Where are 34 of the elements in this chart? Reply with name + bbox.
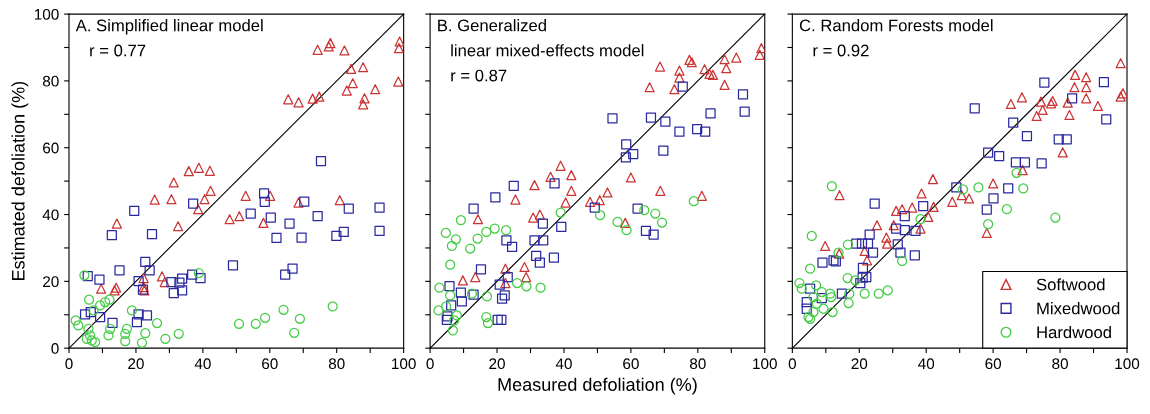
annotation: r = 0.92 xyxy=(813,44,869,57)
x-tick-label: 100 xyxy=(1115,358,1140,370)
y-tick-label: 60 xyxy=(43,142,59,154)
x-tick-label: 80 xyxy=(1052,358,1068,370)
x-tick-label: 20 xyxy=(489,358,505,370)
y-axis-title: Estimated defoliation (%) xyxy=(11,81,29,280)
x-tick-label: 0 xyxy=(426,358,434,370)
x-axis-title: Measured defoliation (%) xyxy=(498,377,697,395)
y-tick-label: 20 xyxy=(43,276,59,288)
chart-title: C. Random Forests model xyxy=(799,19,993,32)
x-tick-label: 60 xyxy=(623,358,639,370)
x-tick-label: 60 xyxy=(985,358,1002,370)
legend-label: Hardwood xyxy=(1037,325,1111,339)
x-tick-label: 100 xyxy=(753,358,777,370)
x-tick-label: 20 xyxy=(851,358,868,370)
x-tick-label: 0 xyxy=(65,358,73,370)
y-tick-label: 0 xyxy=(51,343,59,354)
legend-label: Mixedwood xyxy=(1037,302,1120,315)
x-tick-label: 40 xyxy=(194,358,211,370)
x-tick-label: 80 xyxy=(689,358,706,370)
x-tick-label: 60 xyxy=(262,358,278,370)
x-tick-label: 40 xyxy=(918,358,935,370)
x-tick-label: 20 xyxy=(128,358,144,370)
annotation: r = 0.77 xyxy=(90,44,146,57)
y-tick-label: 40 xyxy=(42,209,59,221)
annotation: r = 0.87 xyxy=(451,69,507,82)
chart-title: A. Simplified linear model xyxy=(75,19,263,35)
y-tick-label: 80 xyxy=(42,75,59,87)
x-tick-label: 100 xyxy=(392,358,416,370)
x-tick-label: 80 xyxy=(328,358,345,370)
x-tick-label: 40 xyxy=(555,358,572,370)
x-tick-label: 0 xyxy=(788,358,796,370)
y-tick-label: 100 xyxy=(34,8,59,20)
legend-label: Softwood xyxy=(1036,278,1105,291)
